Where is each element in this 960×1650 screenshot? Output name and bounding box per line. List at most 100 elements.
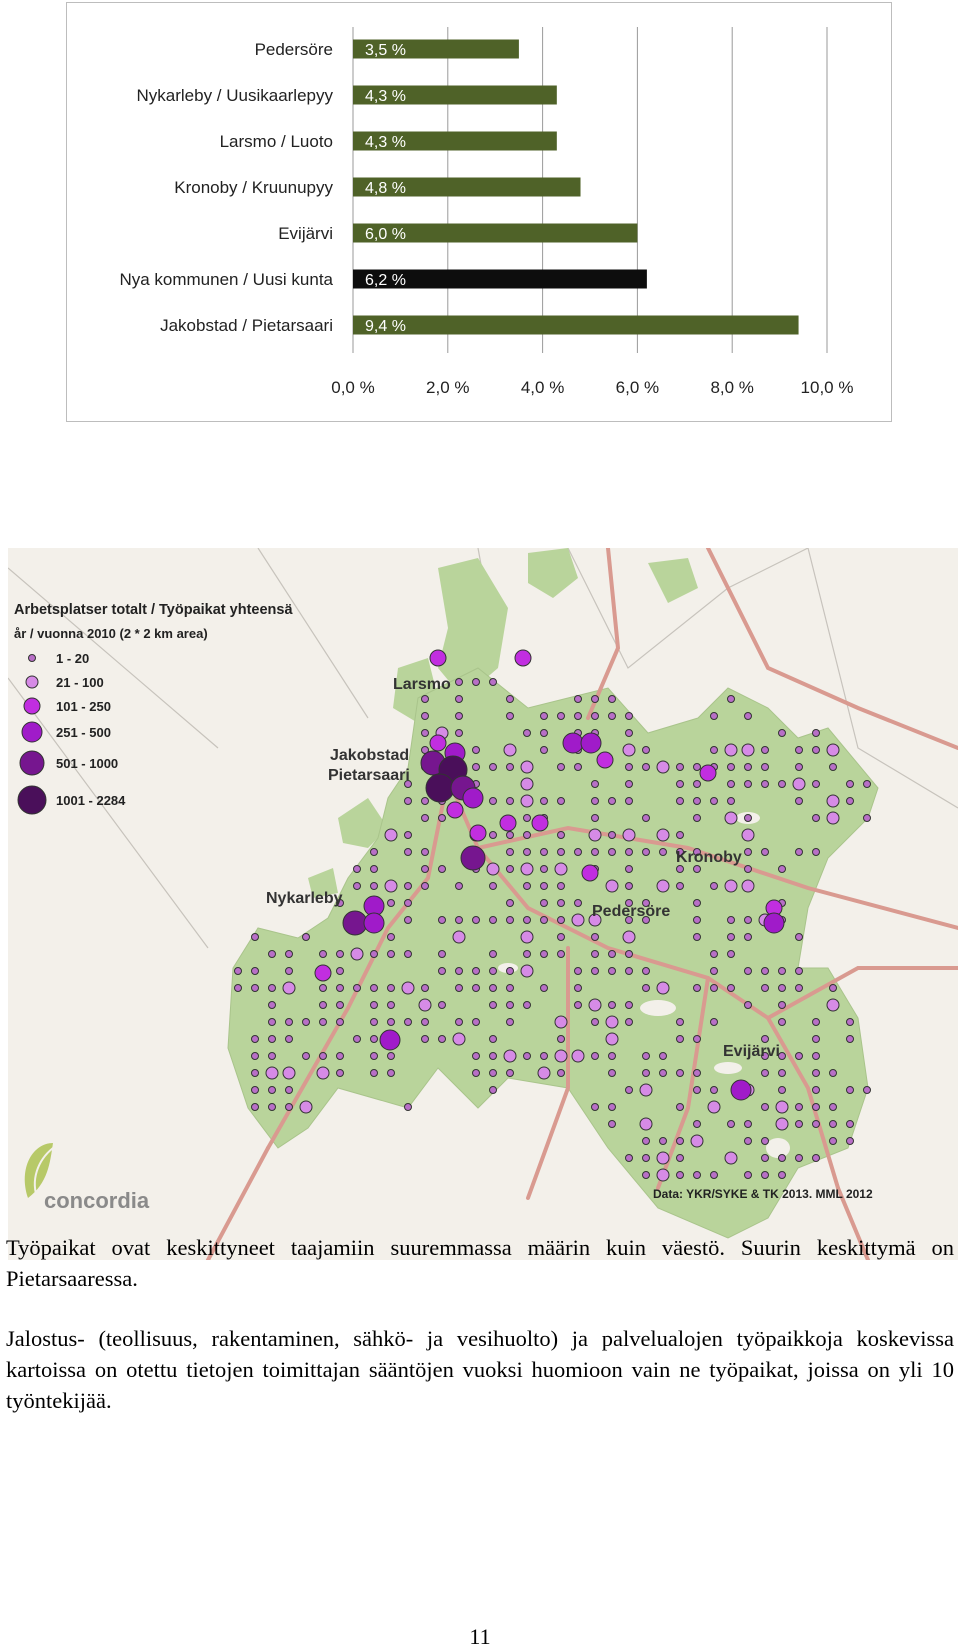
workplace-point [608,831,616,839]
bar [353,315,799,335]
workplace-point [727,1120,735,1128]
workplace-point [421,1018,429,1026]
workplace-point [795,763,803,771]
workplace-point [268,1035,276,1043]
workplace-point [812,1086,820,1094]
workplace-point [540,882,548,890]
workplace-point [778,984,786,992]
workplace-point [506,1069,514,1077]
workplace-point [523,831,531,839]
workplace-point [557,1069,565,1077]
workplace-point [693,848,701,856]
workplace-point [605,1015,619,1029]
workplace-point [744,1001,752,1009]
workplace-point [591,950,599,958]
workplace-point [387,984,395,992]
paragraph-2: Jalostus- (teollisuus, rakentaminen, säh… [6,1326,954,1413]
workplace-point [251,1035,259,1043]
workplace-point [625,1086,633,1094]
workplace-point [591,814,599,822]
workplace-point [775,1117,789,1131]
workplace-point [826,743,840,757]
workplace-point [741,828,755,842]
workplace-point [608,848,616,856]
workplace-point [523,1052,531,1060]
workplace-point [234,967,242,975]
workplace-point [642,1052,650,1060]
workplace-point [642,814,650,822]
workplace-point [268,1001,276,1009]
workplace-point [693,814,701,822]
workplace-map: Arbetsplatser totalt / Työpaikat yhteens… [8,548,958,1260]
workplace-point [710,746,718,754]
workplace-point [342,910,368,936]
workplace-point [656,1151,670,1165]
workplace-point [710,967,718,975]
bar [353,85,557,105]
workplace-point [741,743,755,757]
workplace-point [727,984,735,992]
map-legend: Arbetsplatser totalt / Työpaikat yhteens… [14,602,293,815]
workplace-point [625,882,633,890]
workplace-point [693,763,701,771]
workplace-point [710,797,718,805]
workplace-point [622,930,636,944]
workplace-point [404,848,412,856]
legend-label-3: 101 - 250 [56,699,111,714]
workplace-point [314,964,332,982]
workplace-point [363,912,385,934]
place-label-nykarleby: Nykarleby [266,890,343,907]
category-label: Nykarleby / Uusikaarlepyy [136,86,333,105]
workplace-point [778,1171,786,1179]
workplace-point [591,1052,599,1060]
workplace-point [622,828,636,842]
workplace-point [251,1086,259,1094]
workplace-point [302,1052,310,1060]
workplace-point [353,865,361,873]
workplace-point [557,763,565,771]
workplace-point [540,848,548,856]
workplace-point [846,780,854,788]
workplace-point [744,1171,752,1179]
workplace-point [676,780,684,788]
workplace-point [520,794,534,808]
page-number: 11 [469,1624,491,1649]
workplace-point [486,862,500,876]
workplace-point [540,746,548,754]
workplace-point [693,780,701,788]
workplace-point [472,678,480,686]
workplace-point [387,1069,395,1077]
workplace-point [812,1052,820,1060]
workplace-point [455,678,463,686]
logo-text: concordia [44,1188,150,1213]
workplace-point [462,787,484,809]
workplace-point [489,797,497,805]
workplace-point [580,732,602,754]
workplace-point [676,831,684,839]
workplace-point [812,780,820,788]
workplace-point [429,649,447,667]
workplace-point [625,729,633,737]
workplace-point [404,916,412,924]
workplace-point [656,760,670,774]
workplace-point [710,984,718,992]
workplace-point [642,1137,650,1145]
workplace-point [574,1001,582,1009]
workplace-point [251,933,259,941]
workplace-point [778,1001,786,1009]
workplace-point [506,848,514,856]
workplace-point [557,831,565,839]
workplace-point [571,1049,585,1063]
workplace-point [446,801,464,819]
data-label: 9,4 % [365,318,406,335]
workplace-point [336,984,344,992]
workplace-point [642,967,650,975]
workplace-point [336,950,344,958]
workplace-point [588,828,602,842]
workplace-point [710,882,718,890]
workplace-point [846,1018,854,1026]
legend-label-5: 501 - 1000 [56,756,118,771]
workplace-point [350,947,364,961]
data-label: 6,2 % [365,272,406,289]
workplace-point [387,899,395,907]
